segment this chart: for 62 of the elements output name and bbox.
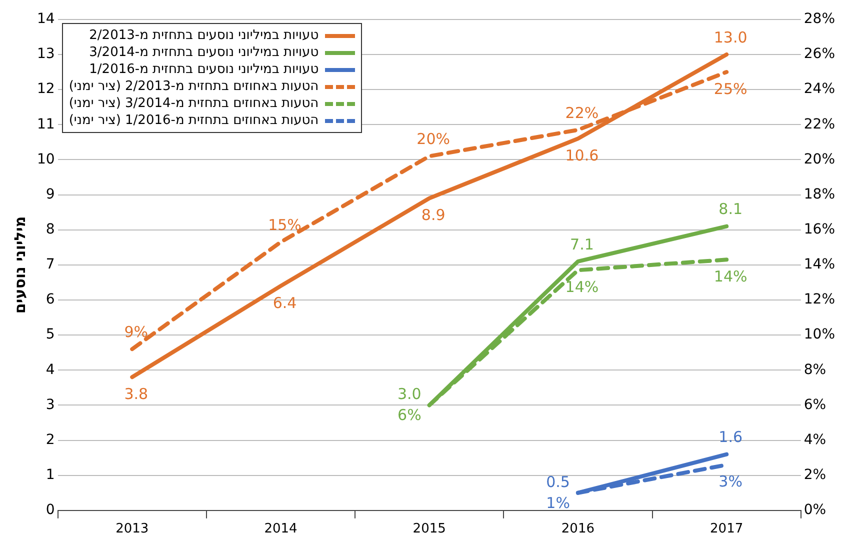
y-tick-label: 0 xyxy=(46,502,55,518)
y2-tick-label: 28% xyxy=(804,11,836,28)
legend-label: טעויות במיליוני נוסעים בתחזית מ-3/2014 xyxy=(89,44,319,62)
legend-label: הטעות באחוזים בתחזית מ-1/2016 (ציר ימני) xyxy=(68,112,319,130)
y2-tick-label: 22% xyxy=(804,116,836,132)
data-label: 3% xyxy=(718,472,742,491)
y2-tick-label: 18% xyxy=(804,186,836,202)
y-tick-label: 6 xyxy=(46,292,55,308)
y-tick-label: 11 xyxy=(36,116,55,132)
data-label: 9% xyxy=(124,322,148,341)
y2-tick-label: 12% xyxy=(804,292,836,308)
legend-label: הטעות באחוזים בתחזית מ-2/2013 (ציר ימני) xyxy=(68,78,319,96)
data-label: 10.6 xyxy=(565,146,599,165)
y-axis-title: מיליוני נוסעים xyxy=(10,216,29,314)
x-tick-label: 2016 xyxy=(561,522,595,537)
data-label: 20% xyxy=(416,130,450,148)
data-label: 8.1 xyxy=(718,200,743,218)
y-tick-label: 2 xyxy=(46,432,55,448)
legend-label: טעויות במיליוני נוסעים בתחזית מ-2/2013 xyxy=(89,27,319,44)
data-label: 0.5 xyxy=(546,472,570,491)
y-tick-label: 14 xyxy=(36,11,55,28)
x-tick-label: 2017 xyxy=(710,522,744,537)
y2-tick-label: 2% xyxy=(804,466,826,483)
data-label: 3.8 xyxy=(124,385,148,404)
data-label: 25% xyxy=(714,80,748,98)
data-label: 1.6 xyxy=(718,428,743,446)
data-label: 1% xyxy=(546,494,570,512)
y2-tick-label: 4% xyxy=(804,432,826,448)
x-tick-label: 2013 xyxy=(116,522,149,537)
y2-tick-label: 14% xyxy=(804,256,836,273)
legend-label: טעויות במיליוני נוסעים בתחזית מ-1/2016 xyxy=(89,61,319,78)
y2-tick-label: 26% xyxy=(804,46,836,62)
y2-tick-label: 16% xyxy=(804,221,836,238)
y-tick-label: 8 xyxy=(46,221,55,238)
y2-tick-label: 10% xyxy=(804,326,836,343)
y-tick-label: 12 xyxy=(36,81,55,98)
y-tick-label: 3 xyxy=(46,396,55,413)
data-label: 6.4 xyxy=(272,294,297,312)
y-tick-label: 4 xyxy=(46,362,55,378)
y2-tick-label: 0% xyxy=(804,502,826,518)
y-tick-label: 9 xyxy=(46,186,55,202)
y2-tick-label: 8% xyxy=(804,362,826,378)
data-label: 14% xyxy=(714,268,748,286)
data-label: 14% xyxy=(565,278,599,296)
y-tick-label: 7 xyxy=(46,256,55,273)
data-label: 3.0 xyxy=(397,385,422,404)
x-tick-label: 2015 xyxy=(412,522,446,537)
y2-tick-label: 20% xyxy=(804,151,836,168)
x-tick-label: 2014 xyxy=(264,522,298,537)
y-tick-label: 10 xyxy=(36,151,55,168)
data-label: 8.9 xyxy=(421,206,446,224)
y-tick-label: 5 xyxy=(46,326,55,343)
data-label: 7.1 xyxy=(570,235,594,254)
data-label: 6% xyxy=(398,406,422,424)
data-label: 15% xyxy=(268,216,302,234)
data-label: 13.0 xyxy=(714,28,748,46)
y-tick-label: 13 xyxy=(36,46,55,62)
y2-tick-label: 6% xyxy=(804,396,826,413)
y2-tick-label: 24% xyxy=(804,81,836,98)
data-label: 22% xyxy=(565,104,599,122)
legend-label: הטעות באחוזים בתחזית מ-3/2014 (ציר ימני) xyxy=(68,95,319,112)
y-tick-label: 1 xyxy=(46,466,55,483)
